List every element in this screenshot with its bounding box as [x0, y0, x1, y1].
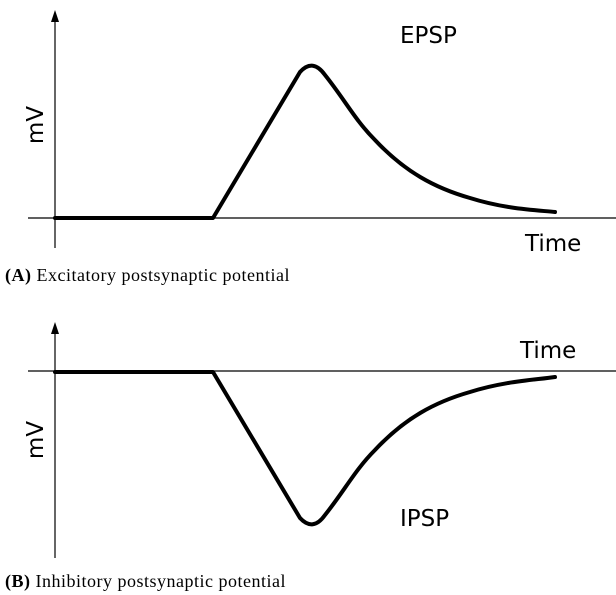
- y-axis-arrow: [51, 322, 59, 334]
- caption-tag: (B): [5, 571, 31, 592]
- caption-text: Excitatory postsynaptic potential: [37, 265, 290, 285]
- y-axis-label: mV: [23, 421, 49, 459]
- panel-a: EPSP Time mV (A) Excitatory postsynaptic…: [5, 10, 616, 286]
- ipsp-curve: [53, 370, 557, 527]
- curve-label: EPSP: [400, 23, 457, 49]
- caption-tag: (A): [5, 265, 32, 286]
- curve-label: IPSP: [400, 506, 449, 532]
- y-axis-arrow: [51, 10, 59, 22]
- caption: (B) Inhibitory postsynaptic potential: [5, 571, 286, 592]
- x-axis-label: Time: [524, 231, 581, 257]
- epsp-curve: [53, 63, 557, 220]
- caption: (A) Excitatory postsynaptic potential: [5, 265, 290, 286]
- x-axis-label: Time: [519, 338, 576, 364]
- panel-b: IPSP Time mV (B) Inhibitory postsynaptic…: [5, 322, 616, 592]
- caption-text: Inhibitory postsynaptic potential: [36, 571, 286, 591]
- y-axis-label: mV: [23, 106, 49, 144]
